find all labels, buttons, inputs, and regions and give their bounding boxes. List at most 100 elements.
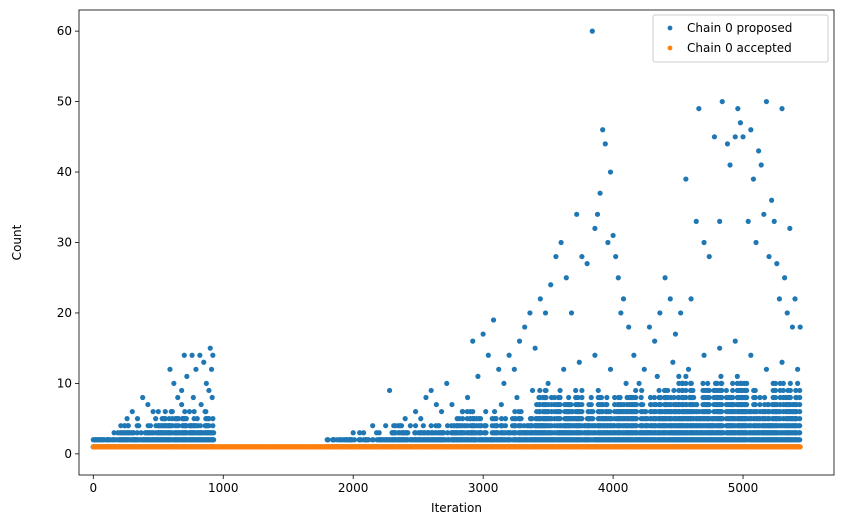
- proposed-point: [740, 134, 746, 140]
- proposed-point: [444, 380, 450, 387]
- proposed-point: [700, 380, 706, 387]
- proposed-point: [490, 317, 497, 323]
- proposed-point: [557, 394, 563, 401]
- legend-box: [652, 14, 829, 63]
- x-axis-label: Iteration: [431, 501, 482, 515]
- proposed-point: [604, 394, 610, 401]
- proposed-point: [584, 261, 590, 267]
- proposed-point: [678, 310, 684, 316]
- proposed-point: [724, 141, 731, 147]
- proposed-point: [590, 408, 596, 415]
- proposed-point: [516, 338, 523, 344]
- proposed-point: [744, 401, 750, 408]
- y-tick-label: 10: [57, 376, 72, 390]
- proposed-point: [557, 387, 563, 394]
- proposed-point: [407, 423, 413, 429]
- proposed-point: [633, 408, 640, 415]
- proposed-point: [602, 141, 608, 147]
- proposed-point: [494, 423, 500, 429]
- proposed-point: [574, 211, 580, 217]
- proposed-point: [184, 373, 190, 379]
- proposed-point: [797, 430, 803, 436]
- proposed-point: [690, 387, 696, 394]
- proposed-point: [694, 401, 700, 408]
- proposed-point: [719, 408, 725, 415]
- proposed-point: [363, 437, 369, 443]
- proposed-point: [527, 310, 533, 316]
- proposed-point: [483, 408, 489, 415]
- proposed-point: [206, 423, 212, 429]
- proposed-point: [350, 430, 356, 436]
- proposed-point: [514, 394, 520, 401]
- proposed-point: [683, 176, 689, 182]
- proposed-point: [662, 275, 668, 281]
- proposed-point: [324, 437, 330, 443]
- proposed-point: [175, 423, 182, 429]
- proposed-point: [671, 394, 677, 401]
- proposed-point: [665, 387, 671, 394]
- proposed-point: [683, 373, 689, 379]
- proposed-point: [774, 261, 780, 267]
- proposed-point: [787, 394, 793, 401]
- proposed-point: [719, 98, 725, 105]
- proposed-point: [744, 380, 750, 387]
- proposed-point: [594, 211, 601, 217]
- proposed-point: [683, 387, 689, 394]
- proposed-point: [568, 401, 574, 408]
- proposed-point: [647, 394, 654, 401]
- proposed-point: [512, 408, 518, 415]
- proposed-point: [797, 394, 803, 401]
- proposed-point: [563, 275, 569, 281]
- proposed-point: [717, 218, 723, 224]
- proposed-point: [633, 423, 640, 429]
- proposed-point: [111, 430, 117, 436]
- legend-marker-proposed: [667, 25, 673, 31]
- proposed-point: [198, 401, 204, 408]
- proposed-point: [657, 310, 663, 316]
- proposed-point: [485, 352, 491, 358]
- proposed-point: [511, 366, 517, 372]
- proposed-point: [706, 401, 712, 408]
- proposed-point: [610, 232, 616, 239]
- legend-marker-accepted: [667, 45, 673, 51]
- proposed-point: [412, 408, 419, 415]
- proposed-point: [638, 394, 644, 401]
- proposed-point: [351, 437, 358, 443]
- proposed-point: [795, 366, 801, 372]
- proposed-point: [597, 190, 603, 196]
- proposed-point: [501, 380, 507, 387]
- proposed-point: [179, 401, 185, 408]
- x-tick-label: 3000: [468, 481, 499, 495]
- proposed-point: [518, 408, 524, 415]
- proposed-point: [633, 394, 639, 401]
- proposed-point: [557, 401, 563, 408]
- proposed-point: [110, 437, 116, 443]
- proposed-point: [120, 430, 126, 436]
- proposed-point: [125, 423, 131, 429]
- proposed-point: [730, 394, 736, 401]
- proposed-point: [518, 416, 524, 422]
- proposed-point: [522, 324, 528, 330]
- proposed-point: [470, 408, 476, 415]
- proposed-point: [210, 352, 216, 358]
- proposed-point: [683, 394, 689, 401]
- proposed-point: [360, 430, 367, 436]
- proposed-point: [717, 345, 723, 351]
- proposed-point: [779, 359, 785, 365]
- proposed-point: [459, 408, 465, 415]
- proposed-point: [373, 430, 380, 436]
- proposed-point: [543, 387, 549, 394]
- proposed-point: [792, 296, 798, 302]
- proposed-point: [573, 387, 579, 394]
- proposed-point: [766, 253, 772, 260]
- proposed-point: [588, 401, 594, 408]
- proposed-point: [667, 296, 673, 302]
- proposed-point: [206, 416, 212, 422]
- proposed-point: [670, 359, 676, 365]
- proposed-point: [579, 416, 585, 422]
- proposed-point: [130, 430, 137, 436]
- proposed-point: [769, 197, 775, 203]
- proposed-point: [444, 423, 451, 429]
- x-tick-label: 4000: [598, 481, 629, 495]
- proposed-point: [183, 416, 189, 422]
